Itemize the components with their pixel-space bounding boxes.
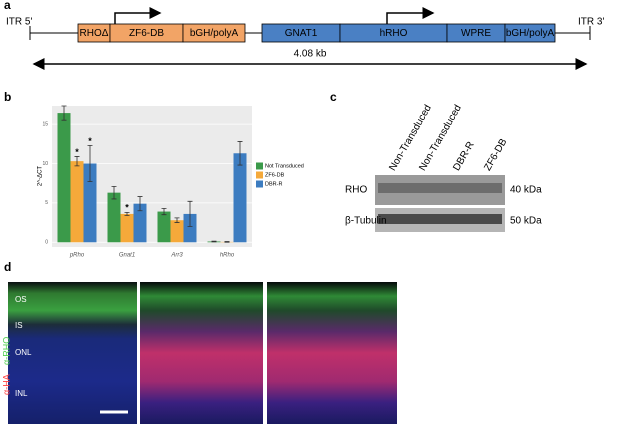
retina-image [140,282,263,424]
layer-label: OS [15,295,27,304]
itr-label: ITR 3' [578,17,604,28]
error-bar [225,241,230,242]
y-tick-label: 5 [45,200,48,206]
bar [71,161,84,242]
panel-label: b [4,90,11,104]
bar [158,212,171,243]
stain-label: α-HA [1,374,11,395]
blot-row-label: β-Tubulin [345,216,387,227]
construct-label: bGH/polyA [506,28,555,39]
x-tick-label: hRho [220,253,235,259]
length-label: 4.08 kb [294,49,327,60]
y-axis-label: 2^-ΔCT [38,166,44,186]
bar [171,220,184,242]
blot-size: 40 kDa [510,185,542,196]
x-tick-label: Gnat1 [119,253,135,259]
itr-label: ITR 5' [6,17,32,28]
legend-swatch [256,172,263,179]
construct-label: GNAT1 [285,28,318,39]
layer-label: IS [15,321,23,330]
annotation: * [125,203,129,213]
panel-label: d [4,260,11,274]
layer-label: ONL [15,348,32,357]
layer-label: INL [15,389,28,398]
error-bar [212,241,217,242]
annotation: * [88,136,92,146]
panel-label: c [330,90,337,104]
x-tick-label: Arr3 [170,253,183,259]
promoter-arrow [115,13,160,24]
x-tick-label: pRho [69,253,85,259]
retina-image [267,282,397,424]
construct-label: bGH/polyA [190,28,239,39]
lane-label: ZF6-DB [482,137,509,173]
legend-swatch [256,163,263,170]
legend-swatch [256,181,263,188]
bar [108,193,121,243]
construct-label: WPRE [461,28,491,39]
bar [58,113,71,242]
y-tick-label: 15 [42,121,48,127]
annotation: * [75,147,79,157]
stain-label: α-RHO [1,337,11,365]
blot-row-label: RHO [345,185,367,196]
construct-label: RHOΔ [80,28,109,39]
y-tick-label: 0 [45,240,48,246]
blot-band [378,214,502,224]
lane-label: DBR-R [451,140,476,173]
bar [121,214,134,242]
promoter-arrow [387,13,433,24]
y-tick-label: 10 [42,161,48,167]
legend-label: DBR-R [265,181,282,187]
construct-label: hRHO [380,28,408,39]
panel-label: a [4,0,11,12]
legend-label: Not Transduced [265,163,304,169]
construct-label: ZF6-DB [129,28,164,39]
bar [234,153,247,242]
blot-size: 50 kDa [510,216,542,227]
legend-label: ZF6-DB [265,172,285,178]
blot-band [378,183,502,193]
